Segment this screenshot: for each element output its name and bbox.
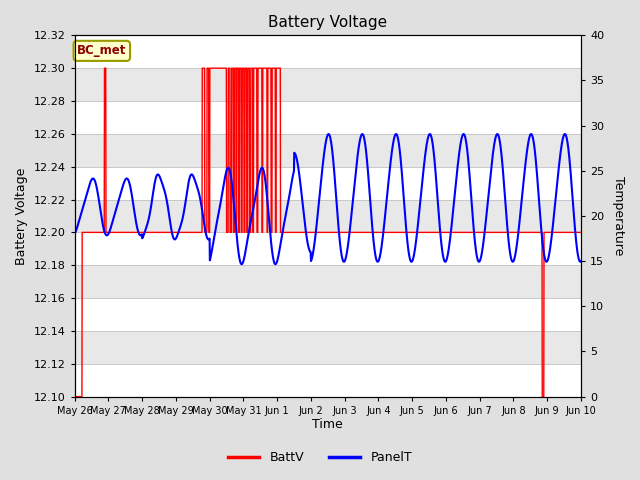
Bar [75, 68, 581, 101]
Bar [75, 36, 581, 68]
Bar [75, 364, 581, 396]
Bar [75, 200, 581, 232]
Bar [75, 134, 581, 167]
Bar [75, 232, 581, 265]
Bar [75, 331, 581, 364]
Text: BC_met: BC_met [77, 44, 127, 58]
Bar [75, 167, 581, 200]
Bar [75, 265, 581, 298]
X-axis label: Time: Time [312, 419, 343, 432]
Legend: BattV, PanelT: BattV, PanelT [223, 446, 417, 469]
Bar [75, 298, 581, 331]
Bar [75, 101, 581, 134]
Title: Battery Voltage: Battery Voltage [268, 15, 387, 30]
Y-axis label: Battery Voltage: Battery Voltage [15, 167, 28, 264]
Y-axis label: Temperature: Temperature [612, 176, 625, 256]
